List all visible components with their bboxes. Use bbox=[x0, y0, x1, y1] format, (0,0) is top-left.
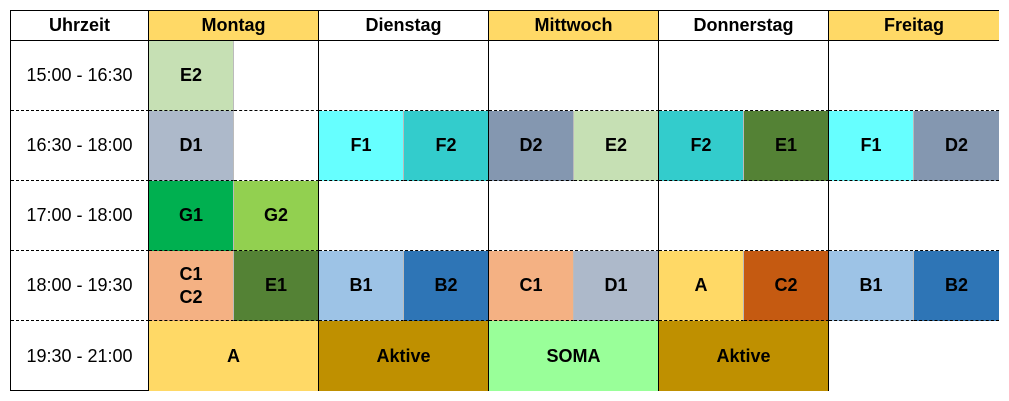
course-cell[interactable]: A bbox=[659, 251, 744, 321]
course-cell[interactable]: Aktive bbox=[319, 321, 489, 391]
course-cell[interactable]: B1 bbox=[829, 251, 914, 321]
time-slot: 16:30 - 18:00 bbox=[11, 111, 149, 181]
course-cell[interactable]: E1 bbox=[234, 251, 319, 321]
timetable: Uhrzeit Montag Dienstag Mittwoch Donnerstag F… bbox=[10, 10, 999, 391]
empty-cell[interactable] bbox=[489, 41, 659, 111]
header-montag: Montag bbox=[149, 11, 319, 41]
course-cell[interactable]: C2 bbox=[744, 251, 829, 321]
time-slot: 19:30 - 21:00 bbox=[11, 321, 149, 391]
header-uhrzeit: Uhrzeit bbox=[11, 11, 149, 41]
empty-cell[interactable] bbox=[489, 181, 659, 251]
empty-cell[interactable] bbox=[829, 41, 999, 111]
course-cell[interactable]: G1 bbox=[149, 181, 234, 251]
course-cell[interactable]: E2 bbox=[574, 111, 659, 181]
course-cell[interactable]: D2 bbox=[489, 111, 574, 181]
course-cell[interactable]: F2 bbox=[659, 111, 744, 181]
course-cell[interactable]: E2 bbox=[149, 41, 234, 111]
course-cell[interactable]: F1 bbox=[829, 111, 914, 181]
header-mittwoch: Mittwoch bbox=[489, 11, 659, 41]
course-cell[interactable]: F2 bbox=[404, 111, 489, 181]
header-dienstag: Dienstag bbox=[319, 11, 489, 41]
empty-cell[interactable] bbox=[234, 41, 319, 111]
empty-cell[interactable] bbox=[659, 41, 829, 111]
empty-cell[interactable] bbox=[319, 181, 489, 251]
course-cell[interactable]: A bbox=[149, 321, 319, 391]
time-slot: 18:00 - 19:30 bbox=[11, 251, 149, 321]
course-cell[interactable]: C1 C2 bbox=[149, 251, 234, 321]
course-cell[interactable]: B1 bbox=[319, 251, 404, 321]
header-freitag: Freitag bbox=[829, 11, 999, 41]
empty-cell[interactable] bbox=[659, 181, 829, 251]
empty-cell[interactable] bbox=[829, 321, 999, 391]
course-cell[interactable]: E1 bbox=[744, 111, 829, 181]
course-cell[interactable]: C1 bbox=[489, 251, 574, 321]
course-cell[interactable]: F1 bbox=[319, 111, 404, 181]
course-cell[interactable]: SOMA bbox=[489, 321, 659, 391]
empty-cell[interactable] bbox=[234, 111, 319, 181]
course-cell[interactable]: D1 bbox=[574, 251, 659, 321]
course-cell[interactable]: B2 bbox=[914, 251, 999, 321]
time-slot: 15:00 - 16:30 bbox=[11, 41, 149, 111]
course-cell[interactable]: Aktive bbox=[659, 321, 829, 391]
course-cell[interactable]: G2 bbox=[234, 181, 319, 251]
empty-cell[interactable] bbox=[319, 41, 489, 111]
header-donnerstag: Donnerstag bbox=[659, 11, 829, 41]
course-cell[interactable]: D2 bbox=[914, 111, 999, 181]
time-slot: 17:00 - 18:00 bbox=[11, 181, 149, 251]
course-cell[interactable]: B2 bbox=[404, 251, 489, 321]
course-cell[interactable]: D1 bbox=[149, 111, 234, 181]
empty-cell[interactable] bbox=[829, 181, 999, 251]
